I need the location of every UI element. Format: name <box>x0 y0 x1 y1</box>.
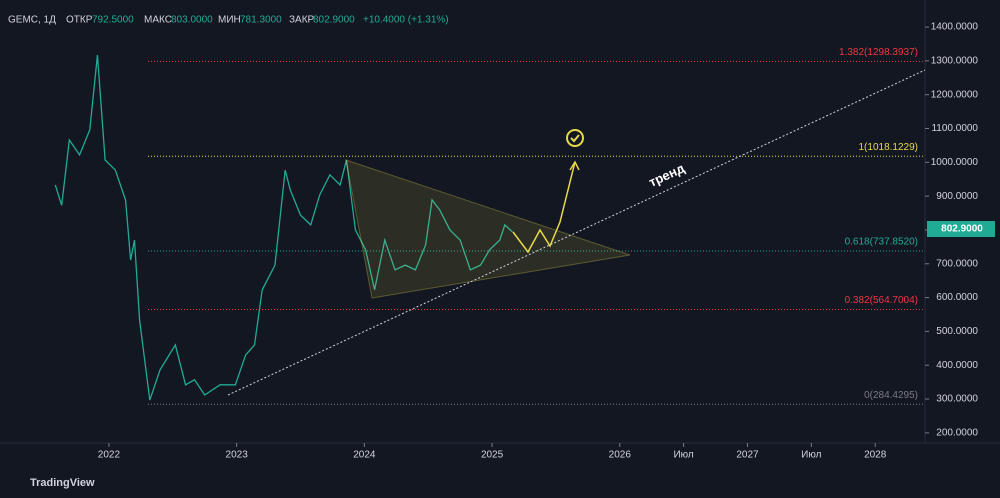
x-tick-label: 2027 <box>736 450 759 461</box>
open: 792.5000 <box>92 15 134 26</box>
last-price-box <box>927 220 995 237</box>
symbol: GEMC, 1Д <box>8 15 56 26</box>
x-tick-label: 2023 <box>226 450 249 461</box>
y-tick-label: 400.0000 <box>936 360 978 371</box>
x-tick-label: 2022 <box>98 450 121 461</box>
y-tick-label: 900.0000 <box>936 191 978 202</box>
high: 803.0000 <box>171 15 213 26</box>
fib-label: 0.382(564.7004) <box>845 295 918 306</box>
high-label: МАКС <box>144 15 172 26</box>
change: +10.4000 (+1.31%) <box>363 15 449 26</box>
forecast-arrow <box>512 161 576 254</box>
last-price-label: 802.9000 <box>941 224 983 235</box>
fib-label: 1.382(1298.3937) <box>839 47 918 58</box>
close-label: ЗАКР <box>289 15 315 26</box>
check-mark <box>570 134 580 143</box>
y-tick-label: 1000.0000 <box>931 157 979 168</box>
y-tick-label: 1200.0000 <box>931 89 979 100</box>
x-tick-label: 2025 <box>481 450 504 461</box>
x-tick-label: Июл <box>801 450 821 461</box>
fib-label: 0.618(737.8520) <box>845 237 918 248</box>
y-tick-label: 1400.0000 <box>931 22 979 33</box>
fib-label: 1(1018.1229) <box>859 142 919 153</box>
close: 802.9000 <box>313 15 355 26</box>
check-icon <box>566 129 584 147</box>
y-tick-label: 600.0000 <box>936 292 978 303</box>
triangle-pattern <box>345 159 631 299</box>
y-tick-label: 300.0000 <box>936 394 978 405</box>
y-tick-label: 700.0000 <box>936 258 978 269</box>
low: 781.3000 <box>240 15 282 26</box>
x-tick-label: Июл <box>673 450 693 461</box>
fib-label: 0(284.4295) <box>864 390 918 401</box>
arrow-head <box>569 160 580 171</box>
x-tick-label: 2026 <box>609 450 632 461</box>
y-tick-label: 1100.0000 <box>931 123 978 134</box>
y-tick-label: 200.0000 <box>936 427 978 438</box>
y-tick-label: 1300.0000 <box>931 56 979 67</box>
brand: TradingView <box>30 477 95 489</box>
trend-line <box>227 69 926 396</box>
price-line <box>54 55 513 401</box>
open-label: ОТКР <box>66 15 93 26</box>
x-tick-label: 2028 <box>864 450 887 461</box>
low-label: МИН <box>218 15 241 26</box>
header: GEMC, 1Д ОТКР 792.5000 МАКС 803.0000 МИН… <box>8 15 449 26</box>
y-tick-label: 500.0000 <box>936 326 978 337</box>
x-tick-label: 2024 <box>353 450 376 461</box>
